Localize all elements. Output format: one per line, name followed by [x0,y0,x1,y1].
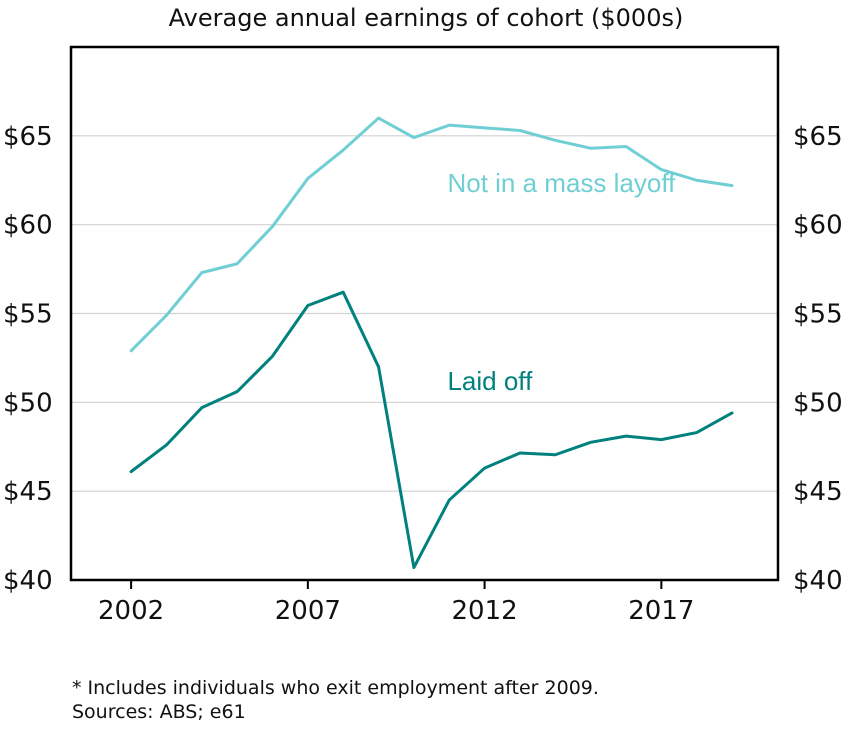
left-y-axis-labels: $40 $45 $50 $55 $60 $65 [3,122,53,596]
y-tick-label-left-$55: $55 [3,300,53,330]
y-tick-label-right-$50: $50 [793,388,843,418]
x-tick-label-2007: 2007 [275,596,341,626]
series-line-not-in-mass-layoff [129,116,734,353]
series-label-laid-off: Laid off [447,366,533,396]
gridlines [71,135,778,492]
x-tick-label-2002: 2002 [98,596,164,626]
footnote-sources: Sources: ABS; e61 [72,701,246,723]
y-tick-label-right-$45: $45 [793,477,843,507]
y-tick-label-left-$40: $40 [3,566,53,596]
series-annotations: Not in a mass layoff Laid off [447,168,676,396]
footnote-includes: * Includes individuals who exit employme… [72,677,599,699]
plot-frame [69,45,780,582]
y-tick-label-left-$50: $50 [3,388,53,418]
y-tick-label-right-$55: $55 [793,300,843,330]
chart-title: Average annual earnings of cohort ($000s… [169,4,684,32]
series-label-not-in-mass-layoff: Not in a mass layoff [447,168,676,198]
series-lines [129,116,734,570]
y-tick-label-left-$65: $65 [3,122,53,152]
y-tick-label-right-$40: $40 [793,566,843,596]
axis-ticks [130,580,663,589]
x-tick-label-2012: 2012 [452,596,518,626]
x-axis-labels: 2002 2007 2012 2017 [98,596,694,626]
right-y-axis-labels: $40 $45 $50 $55 $60 $65 [793,122,843,596]
y-tick-label-left-$60: $60 [3,211,53,241]
y-tick-label-left-$45: $45 [3,477,53,507]
y-tick-label-right-$60: $60 [793,211,843,241]
x-tick-label-2017: 2017 [628,596,694,626]
y-tick-label-right-$65: $65 [793,122,843,152]
series-line-laid-off [129,290,734,570]
